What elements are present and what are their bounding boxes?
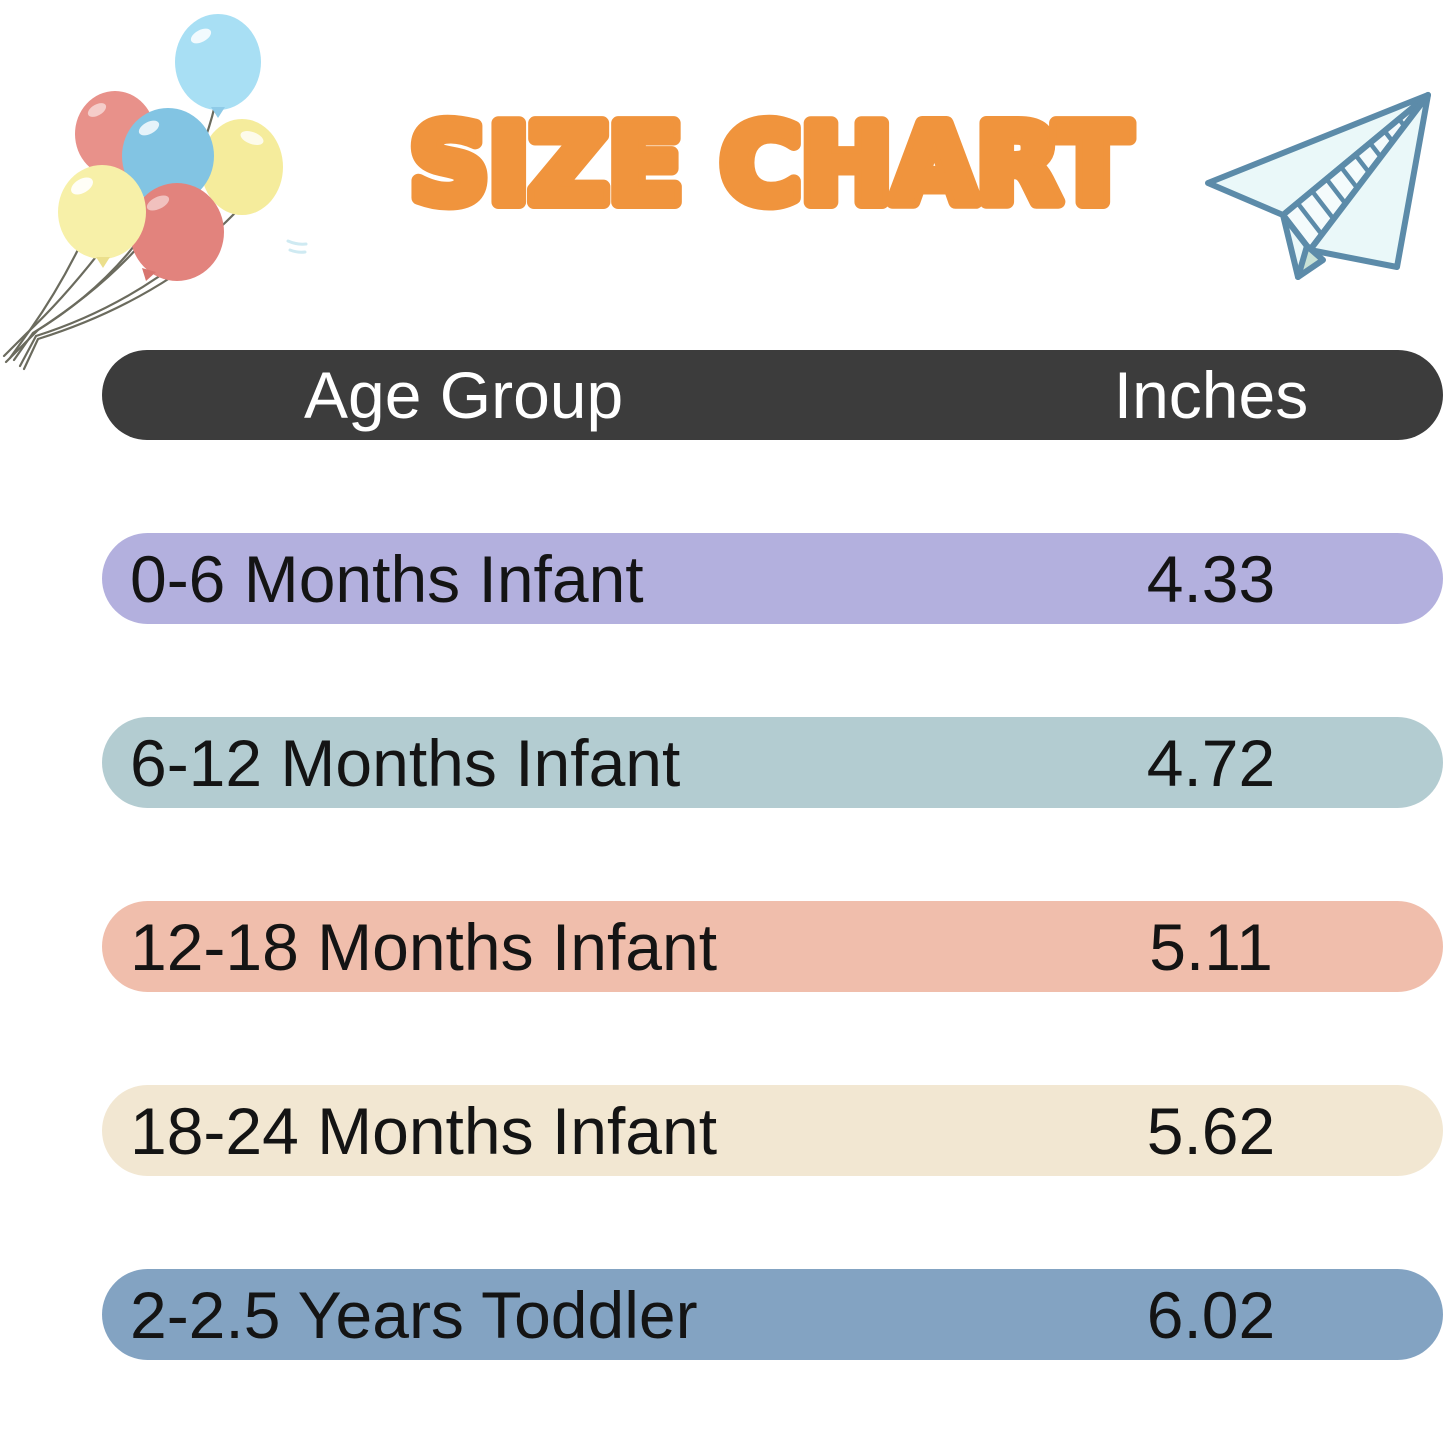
paper-plane-icon (1205, 92, 1431, 280)
age-cell: 6-12 Months Infant (130, 725, 681, 800)
table-header: Age Group Inches (102, 350, 1443, 440)
inches-cell: 5.11 (1149, 909, 1273, 984)
balloon-yellow-left (58, 165, 146, 268)
inches-cell: 4.72 (1146, 725, 1276, 800)
inches-cell: 6.02 (1146, 1277, 1276, 1352)
balloon-blue-mid (122, 108, 214, 204)
title-text: SIZE CHART (410, 103, 1130, 228)
column-header-inches: Inches (1113, 358, 1309, 432)
inches-cell: 4.33 (1146, 541, 1276, 616)
age-cell: 12-18 Months Infant (130, 909, 718, 984)
table-row: 0-6 Months Infant 4.33 (102, 533, 1443, 624)
age-cell: 18-24 Months Infant (130, 1093, 718, 1168)
table-row: 18-24 Months Infant 5.62 (102, 1085, 1443, 1176)
table-row: 2-2.5 Years Toddler 6.02 (102, 1269, 1443, 1360)
balloon-yellow-right (201, 119, 283, 215)
balloon-blue-top (175, 14, 261, 118)
column-header-age: Age Group (304, 358, 624, 432)
size-chart-title: SIZE CHART (390, 84, 1150, 244)
sparkle-mark (286, 239, 308, 254)
age-cell: 0-6 Months Infant (130, 541, 644, 616)
table-row: 6-12 Months Infant 4.72 (102, 717, 1443, 808)
age-cell: 2-2.5 Years Toddler (130, 1277, 698, 1352)
balloon-red-bottom (130, 183, 224, 281)
plane-fold-hatching (1295, 116, 1407, 237)
size-table: Age Group Inches 0-6 Months Infant 4.33 … (102, 350, 1443, 1453)
balloons-illustration (2, 14, 308, 371)
table-row: 12-18 Months Infant 5.11 (102, 901, 1443, 992)
inches-cell: 5.62 (1146, 1093, 1276, 1168)
